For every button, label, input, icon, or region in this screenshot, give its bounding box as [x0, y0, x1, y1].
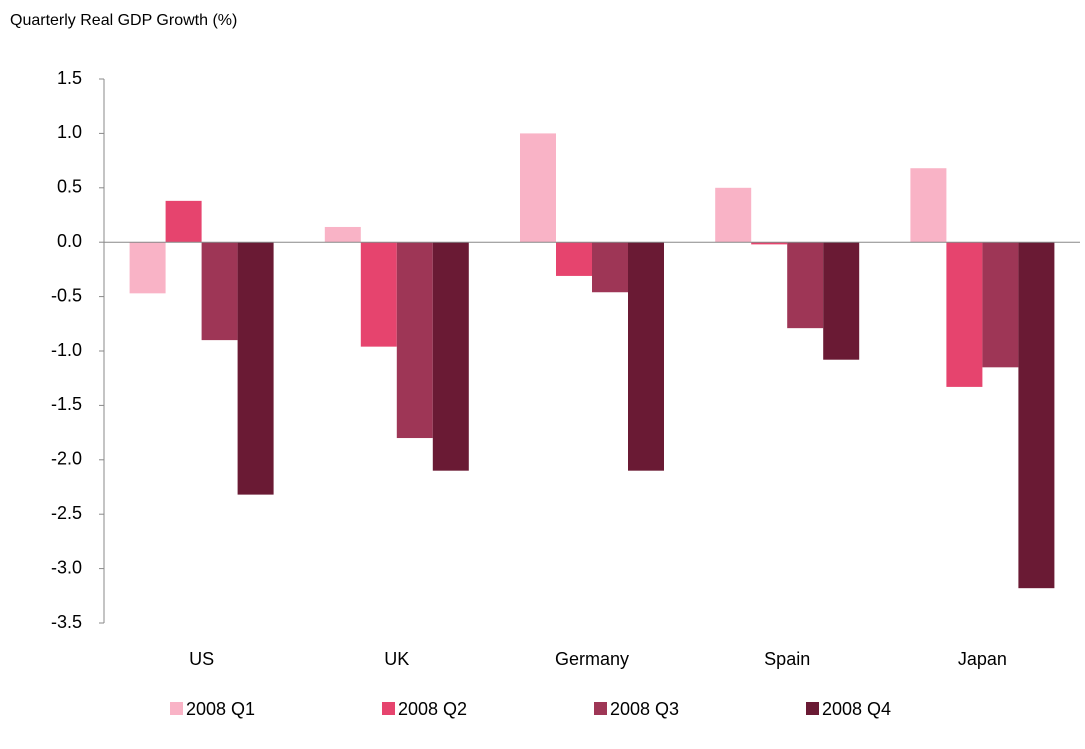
bar	[1018, 242, 1055, 589]
legend-label: 2008 Q4	[822, 699, 891, 719]
bar	[165, 200, 202, 243]
x-tick-label: UK	[384, 649, 409, 669]
bar	[751, 242, 788, 245]
y-tick-label: 0.0	[57, 231, 82, 251]
legend-label: 2008 Q3	[610, 699, 679, 719]
bar	[396, 242, 433, 439]
y-tick-label: -1.0	[51, 340, 82, 360]
y-tick-label: -2.5	[51, 503, 82, 523]
legend-label: 2008 Q2	[398, 699, 467, 719]
legend-swatch	[806, 702, 819, 715]
bar	[129, 242, 166, 294]
bar	[592, 242, 628, 293]
bar	[787, 242, 824, 329]
bar	[237, 242, 274, 495]
bar	[715, 187, 752, 243]
y-tick-label: -1.5	[51, 394, 82, 414]
bar	[628, 242, 664, 471]
legend-swatch	[382, 702, 395, 715]
legend-swatch	[594, 702, 607, 715]
y-tick-label: -3.0	[51, 557, 82, 577]
bar	[360, 242, 397, 347]
bar	[324, 226, 361, 243]
y-tick-label: 1.0	[57, 122, 82, 142]
y-tick-label: 1.5	[57, 68, 82, 88]
bar	[556, 242, 592, 276]
x-tick-label: Japan	[958, 649, 1007, 669]
legend-label: 2008 Q1	[186, 699, 255, 719]
y-tick-label: -2.0	[51, 449, 82, 469]
bar	[432, 242, 469, 471]
y-tick-label: -0.5	[51, 285, 82, 305]
chart-title: Quarterly Real GDP Growth (%)	[10, 12, 237, 29]
y-tick-label: 0.5	[57, 177, 82, 197]
x-tick-label: US	[189, 649, 214, 669]
bar	[201, 242, 238, 341]
bar	[823, 242, 860, 360]
x-tick-label: Germany	[555, 649, 629, 669]
bar	[910, 168, 947, 243]
bar	[982, 242, 1019, 368]
bar	[946, 242, 983, 387]
legend-swatch	[170, 702, 183, 715]
bar	[520, 133, 556, 243]
x-tick-label: Spain	[764, 649, 810, 669]
y-tick-label: -3.5	[51, 612, 82, 632]
